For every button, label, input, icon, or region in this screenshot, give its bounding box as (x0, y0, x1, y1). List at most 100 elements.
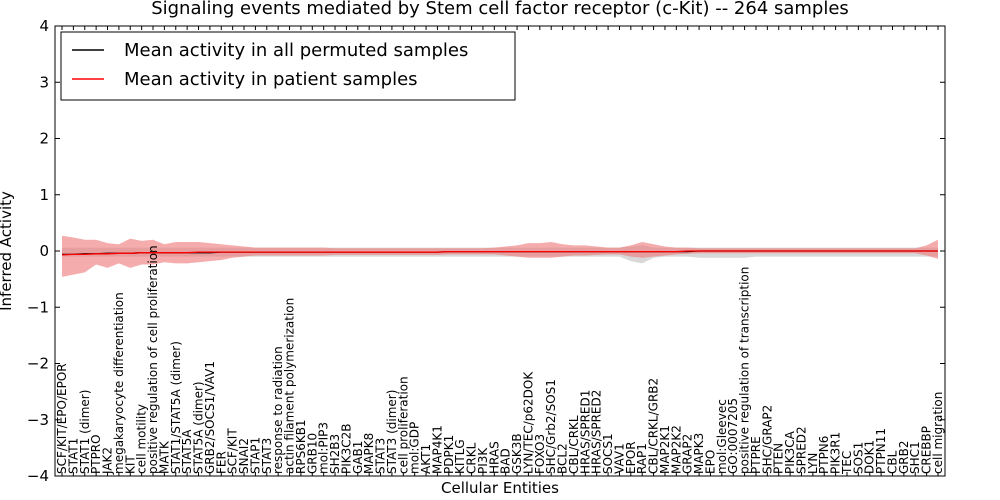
y-tick-label: 3 (39, 73, 49, 91)
entity-label: KITLG (453, 439, 467, 474)
entity-label: positive regulation of transcription (738, 267, 752, 474)
entity-label: PTPN6 (817, 436, 831, 474)
entity-label: CBL (886, 450, 900, 474)
entity-label: HRAS/SPRED2 (590, 390, 604, 474)
entity-label: VAV1 (613, 443, 627, 474)
entity-label: response to radiation (271, 346, 285, 474)
y-axis: −4 −3 −2 −1 0 1 2 3 4 (27, 17, 945, 485)
legend-label-patient: Mean activity in patient samples (124, 69, 418, 90)
entity-label: DOK1 (863, 440, 877, 474)
entity-label: SNAI2 (237, 438, 251, 474)
entity-label: HRAS (487, 441, 501, 474)
entity-label: HRAS/SPRED1 (578, 390, 592, 474)
entity-label: actin filament polymerization (283, 298, 297, 474)
entity-label: AKT1 (419, 444, 433, 474)
entity-label: LYN/TEC/p62DOK (521, 371, 535, 474)
entity-label: PTEN (772, 443, 786, 474)
x-axis (61, 26, 939, 476)
y-tick-label: −1 (27, 298, 49, 316)
entity-label: EPOR (624, 441, 638, 474)
entity-label: KIT (123, 455, 137, 474)
x-axis-label: Cellular Entities (441, 479, 559, 497)
entity-label: cell motility (135, 404, 149, 474)
entity-label: PTPN11 (874, 428, 888, 474)
entity-label: PIK3C2B (339, 423, 353, 474)
entity-label: PI3K (476, 447, 490, 474)
legend: Mean activity in all permuted samples Me… (60, 31, 516, 101)
entity-label: GAB1 (351, 441, 365, 474)
entity-label: SCF/KIT/EPO/EPOR (55, 363, 69, 474)
entity-label: STAT5A (dimer) (192, 381, 206, 474)
entity-label: CBL/CRKL/GRB2 (647, 378, 661, 474)
entity-label: BAD (499, 448, 513, 474)
legend-box (60, 31, 516, 101)
entity-label: PTPRO (89, 434, 103, 474)
entity-label: TEC (840, 451, 854, 475)
entity-label: MATK (157, 440, 171, 474)
entity-label: megakaryocyte differentiation (112, 292, 126, 474)
y-tick-label: −2 (27, 355, 49, 373)
entity-label: GRB2 (897, 440, 911, 474)
entity-label: STAT1/STAT5A (dimer) (169, 341, 183, 474)
entity-label: PDPK1 (442, 435, 456, 474)
entity-label: positive regulation of cell proliferatio… (146, 245, 160, 474)
y-tick-label: 2 (39, 130, 49, 148)
entity-label: MAPK8 (362, 433, 376, 474)
entity-label: PTPRE (749, 436, 763, 474)
entity-label: mol:PIP3 (317, 422, 331, 474)
entity-label: SCF/KIT (226, 428, 240, 474)
entity-label: SHC/Grb2/SOS1 (544, 379, 558, 474)
entity-label: EPO (704, 450, 718, 474)
lines-layer (61, 250, 938, 256)
patient-band (62, 235, 938, 277)
entity-label: SOS1 (851, 442, 865, 474)
entity-label: STAT3 (dimer) (385, 390, 399, 474)
entity-label: GRB2/SOCS1/VAV1 (203, 361, 217, 474)
entity-label: MAPK3 (692, 433, 706, 474)
entity-label: STAT3 (374, 438, 388, 474)
entity-label: STAT3 (260, 438, 274, 474)
entity-label: GSK3B (510, 433, 524, 474)
y-tick-label: −4 (27, 467, 49, 485)
entity-label: FER (214, 451, 228, 474)
y-tick-label: 4 (39, 17, 49, 35)
y-tick-label: −3 (27, 411, 49, 429)
entity-label: RAP1 (635, 443, 649, 474)
entity-label: mol:GDP (408, 422, 422, 474)
entity-label: SH2B3 (328, 434, 342, 474)
entity-label: GO:0007205 (726, 398, 740, 474)
entity-label: FOXO3 (533, 434, 547, 474)
legend-label-permuted: Mean activity in all permuted samples (124, 40, 468, 61)
entity-label: SHC/GRAP2 (760, 405, 774, 474)
entity-label: STAP1 (248, 437, 262, 474)
entity-label: CRKL (465, 442, 479, 474)
entity-label: MAP2K1 (658, 425, 672, 474)
entity-label: mol:Gleevec (715, 399, 729, 474)
entity-label: LYN (806, 453, 820, 474)
bands-layer (62, 235, 938, 277)
entity-label: CBL/CRKL (567, 415, 581, 474)
entity-label: PIK3CA (783, 430, 797, 474)
patient-mean-line (61, 250, 938, 256)
entity-label: MAP2K2 (669, 425, 683, 474)
y-axis-label: Inferred Activity (0, 191, 15, 311)
chart-title: Signaling events mediated by Stem cell f… (151, 0, 849, 19)
entity-label: CREBBP (920, 426, 934, 474)
entity-label: PIK3R1 (829, 432, 843, 474)
entity-label: MAP4K1 (430, 425, 444, 474)
entity-label: RPS6KB1 (294, 419, 308, 474)
entity-label: SOCS1 (601, 433, 615, 474)
entity-label: GRAP2 (681, 434, 695, 474)
entity-label: GRB10 (305, 433, 319, 474)
entity-label: BCL2 (556, 443, 570, 474)
entity-label: STAT1 (66, 438, 80, 474)
y-tick-label: 0 (39, 242, 49, 260)
entity-label: cell proliferation (396, 376, 410, 474)
entity-label: SPRED2 (795, 426, 809, 474)
entity-label: cell migration (931, 392, 945, 474)
entity-label: STAT1 (dimer) (78, 390, 92, 474)
entity-label: SHC1 (908, 441, 922, 474)
y-tick-label: 1 (39, 186, 49, 204)
